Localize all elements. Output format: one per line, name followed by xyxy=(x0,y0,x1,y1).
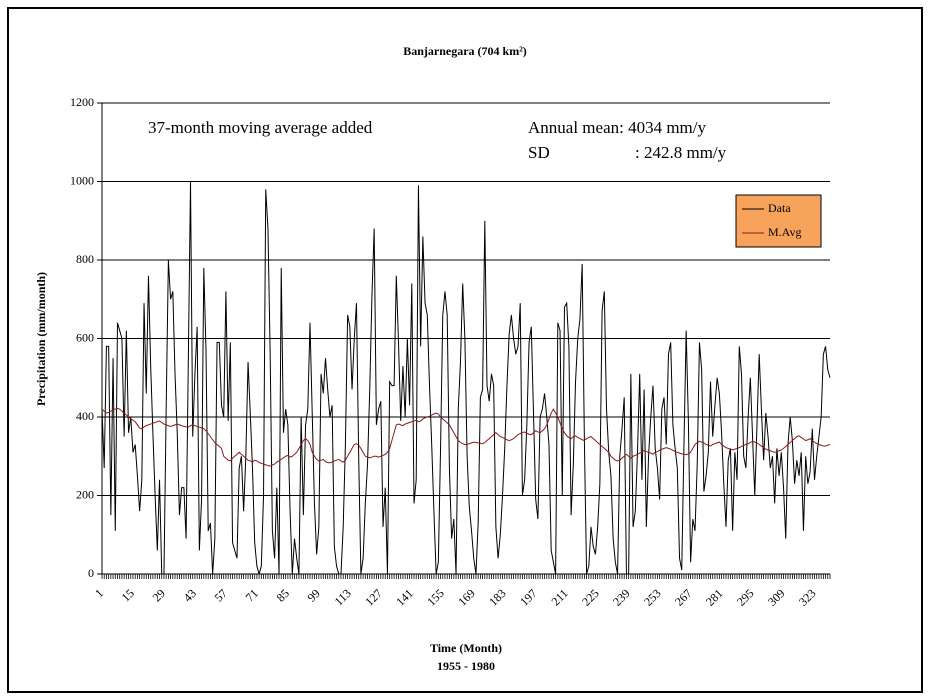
annotation: SD xyxy=(528,143,550,162)
y-tick-label: 1000 xyxy=(70,173,94,187)
legend-label: M.Avg xyxy=(768,225,801,239)
annotation: : 242.8 mm/y xyxy=(635,143,727,162)
y-axis-label: Precipitation (mm/month) xyxy=(34,272,48,406)
y-tick-label: 800 xyxy=(76,252,94,266)
legend-label: Data xyxy=(768,201,791,215)
y-tick-label: 600 xyxy=(76,330,94,344)
series-line xyxy=(101,407,831,467)
annotation: 37-month moving average added xyxy=(148,118,373,137)
chart-title: Banjarnegara (704 km²) xyxy=(403,44,527,58)
y-tick-label: 200 xyxy=(76,487,94,501)
series-line xyxy=(101,181,831,576)
y-tick-label: 400 xyxy=(76,409,94,423)
y-tick-label: 0 xyxy=(88,566,94,580)
y-tick-label: 1200 xyxy=(70,95,94,109)
annotation: Annual mean: 4034 mm/y xyxy=(528,118,707,137)
legend-box xyxy=(735,194,822,248)
x-axis-label: Time (Month) xyxy=(430,641,502,655)
x-axis-sublabel: 1955 - 1980 xyxy=(437,659,495,673)
